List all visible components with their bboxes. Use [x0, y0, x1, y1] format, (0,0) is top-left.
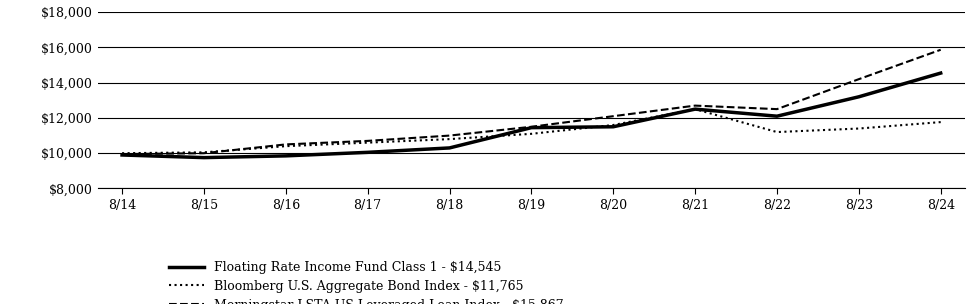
Legend: Floating Rate Income Fund Class 1 - $14,545, Bloomberg U.S. Aggregate Bond Index: Floating Rate Income Fund Class 1 - $14,… — [165, 257, 569, 304]
